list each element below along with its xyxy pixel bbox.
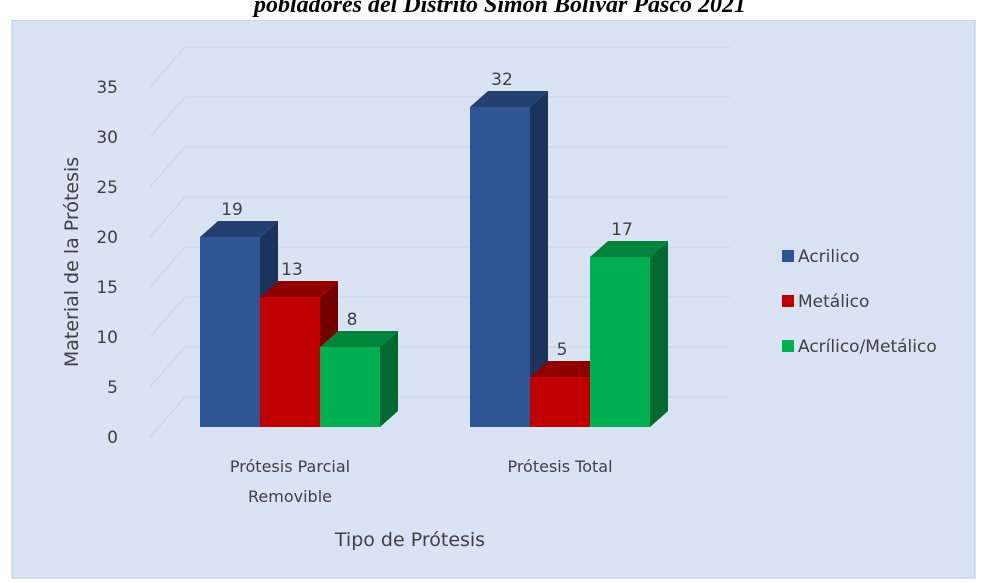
data-label: 19 [221, 200, 243, 220]
grid-line [149, 46, 730, 88]
chart-title: pobladores del Distrito Simón Bolívar Pa… [252, 0, 746, 18]
bar-top [320, 331, 398, 347]
bar-front [590, 257, 650, 427]
bar-side [380, 331, 398, 427]
bar [320, 331, 398, 427]
legend-label: Acrilico [798, 247, 860, 267]
grid-line [149, 346, 730, 388]
data-label: 13 [281, 260, 303, 280]
grid-line [149, 196, 730, 238]
bar-top [590, 241, 668, 257]
bar [470, 91, 548, 427]
y-axis-title: Material de la Prótesis [61, 157, 83, 367]
bar-side [650, 241, 668, 427]
y-tick-label: 35 [96, 78, 118, 98]
bar-front [530, 377, 590, 427]
bar-top [530, 361, 608, 377]
bar-top [470, 91, 548, 107]
data-label: 8 [347, 310, 358, 330]
legend-swatch [782, 295, 794, 307]
data-label: 17 [611, 220, 633, 240]
grid-line [149, 146, 730, 188]
bar-side [530, 91, 548, 427]
y-tick-label: 10 [96, 328, 118, 348]
bar-front [200, 237, 260, 427]
grid-line [149, 246, 730, 288]
x-tick-label: Prótesis Parcial Removible [229, 457, 351, 506]
y-tick-label: 25 [96, 178, 118, 198]
y-tick-label: 5 [107, 378, 118, 398]
bar-front [260, 297, 320, 427]
x-tick-label: Prótesis Total [507, 457, 613, 476]
y-tick-label: 30 [96, 128, 118, 148]
bar-top [200, 221, 278, 237]
x-axis-title: Tipo de Prótesis [334, 529, 485, 551]
legend-label: Acrílico/Metálico [798, 337, 937, 357]
title-band [0, 0, 985, 20]
bar-front [470, 107, 530, 427]
legend-label: Metálico [798, 292, 869, 312]
grid-line [149, 96, 730, 138]
data-label: 5 [557, 340, 568, 360]
bar [590, 241, 668, 427]
bar-front [320, 347, 380, 427]
legend-swatch [782, 250, 794, 262]
legend-swatch [782, 340, 794, 352]
data-label: 32 [491, 70, 513, 90]
y-tick-label: 15 [96, 278, 118, 298]
bar-top [260, 281, 338, 297]
grid-line [149, 296, 730, 338]
y-tick-label: 0 [107, 428, 118, 448]
y-tick-label: 20 [96, 228, 118, 248]
